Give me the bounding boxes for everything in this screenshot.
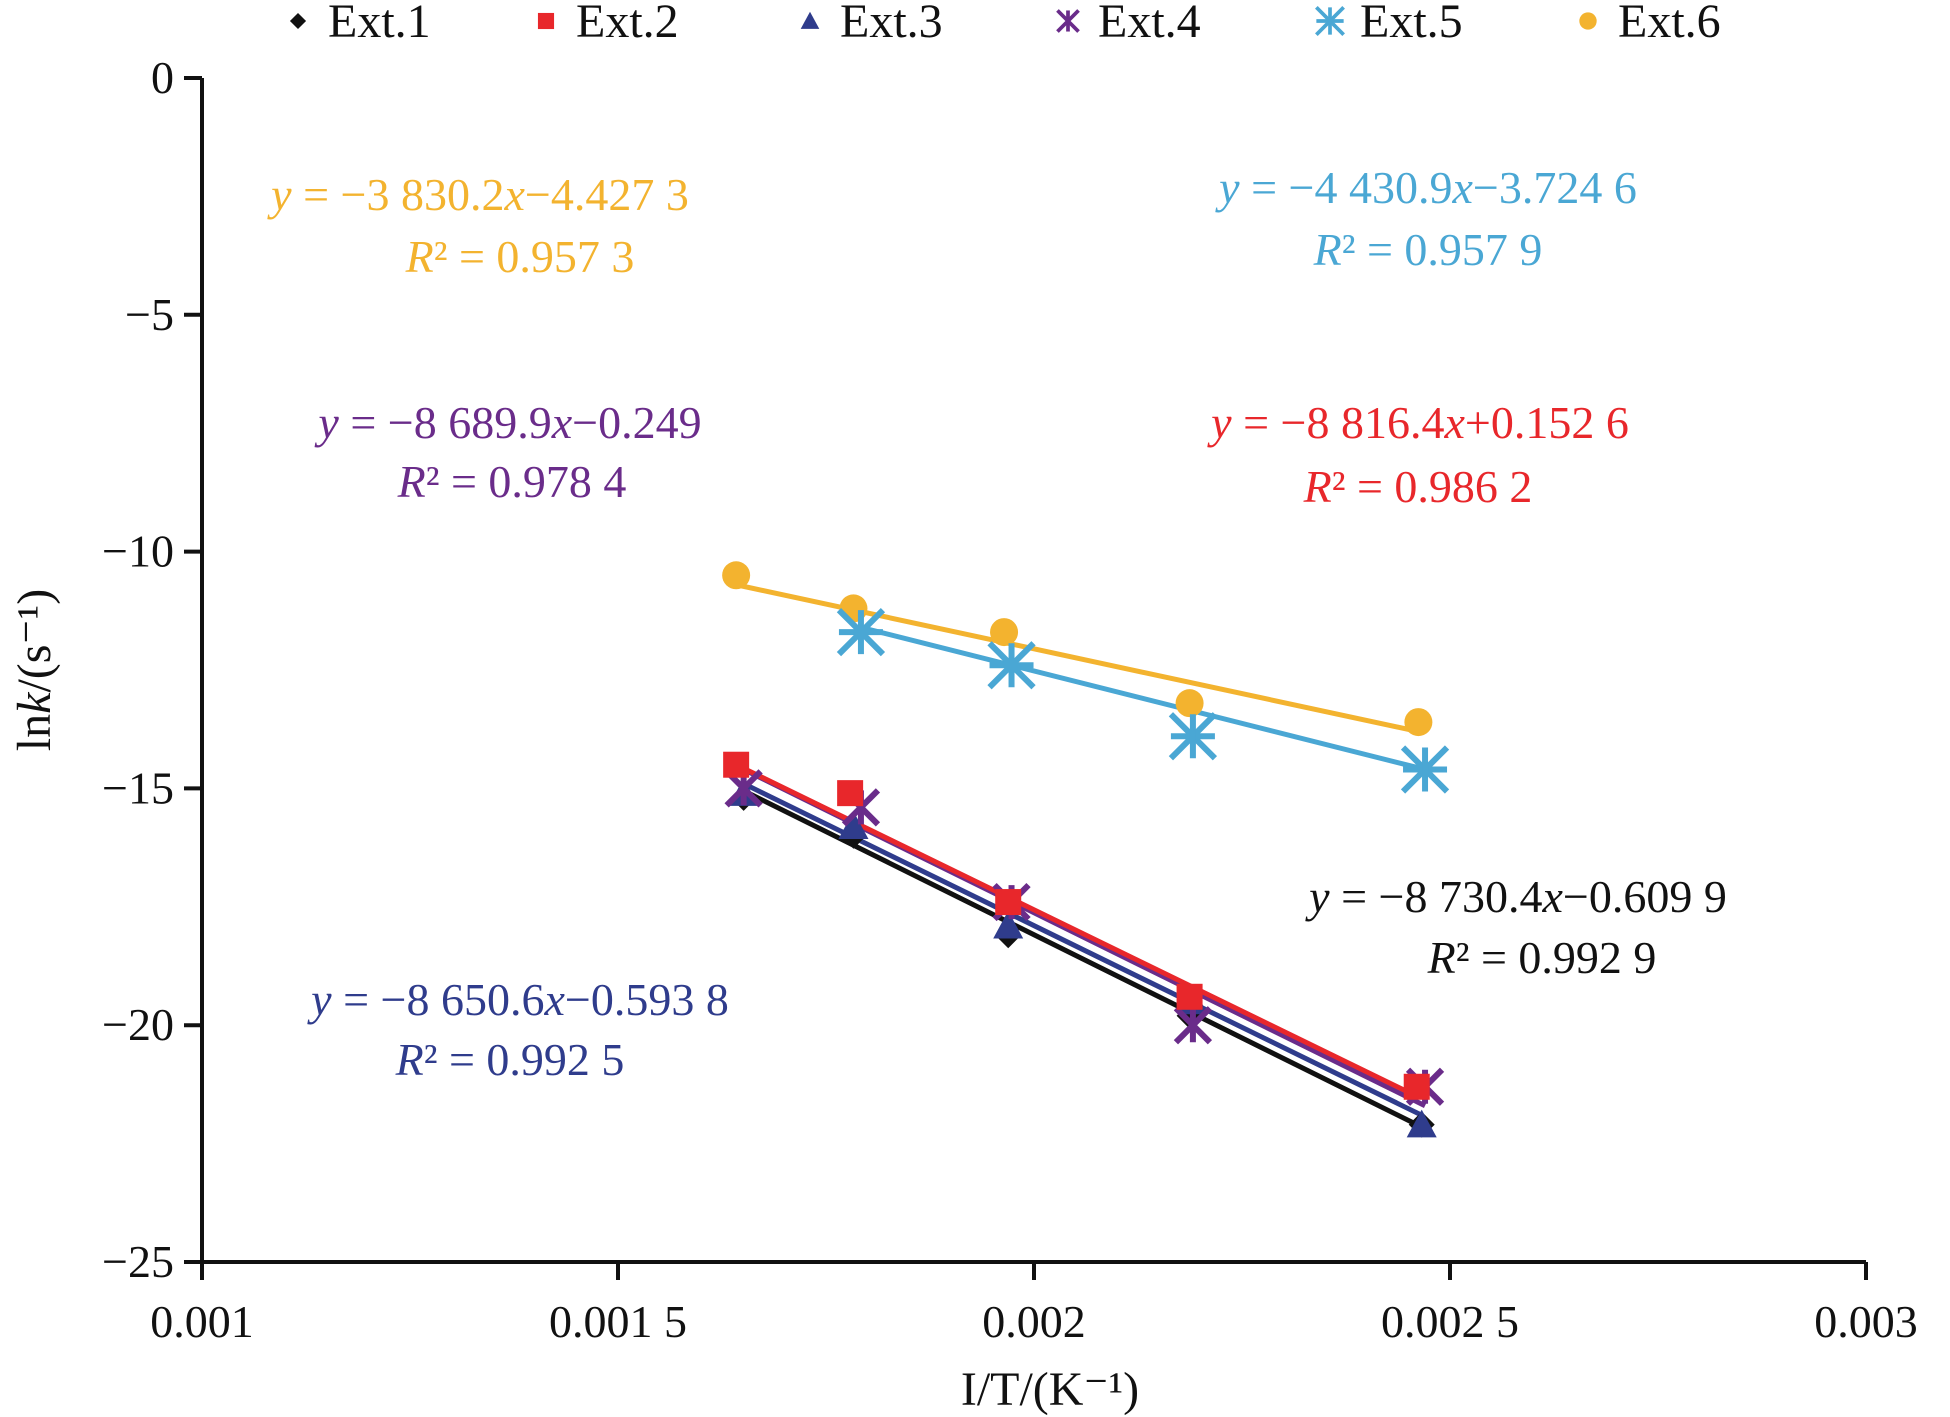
- legend-marker-ext1: [289, 12, 307, 30]
- r-squared-text: R² = 0.992 9: [1427, 932, 1657, 983]
- legend-marker-ext2: [537, 12, 555, 30]
- r-squared-text: R² = 0.957 3: [405, 231, 635, 282]
- x-tick-label: 0.002: [982, 1296, 1086, 1347]
- legend-label: Ext.3: [840, 0, 943, 48]
- data-point-ext6: [1404, 708, 1433, 737]
- data-point-ext6: [1175, 689, 1204, 718]
- legend-label: Ext.5: [1360, 0, 1463, 48]
- fit-line-ext2: [735, 762, 1418, 1099]
- y-tick-label: −10: [102, 526, 174, 577]
- x-tick-label: 0.001 5: [549, 1296, 687, 1347]
- y-tick-label: −5: [125, 289, 174, 340]
- legend-label: Ext.4: [1098, 0, 1201, 48]
- fit-equation-ext6: y = −3 830.2x−4.427 3 R² = 0.957 3: [267, 169, 689, 282]
- ticks: 0 −5 −10 −15 −20 −25 0.001 0.001 5 0.002 0.002 5 0…: [102, 52, 1918, 1347]
- data-point-ext2: [995, 889, 1022, 916]
- legend-item-ext6: Ext.6: [1579, 0, 1721, 48]
- fit-equation-ext5: y = −4 430.9x−3.724 6 R² = 0.957 9: [1215, 162, 1637, 275]
- legend-marker-ext3: [800, 11, 820, 29]
- legend: Ext.1 Ext.2 Ext.3 Ext.4 Ext.5 Ext.6: [289, 0, 1721, 48]
- legend-marker-ext4: [1056, 9, 1080, 33]
- r-squared-text: R² = 0.957 9: [1313, 224, 1543, 275]
- fit-equation-ext3: y = −8 650.6x−0.593 8 R² = 0.992 5: [307, 974, 729, 1085]
- y-tick-label: −15: [102, 762, 174, 813]
- legend-marker-ext5: [1315, 6, 1345, 36]
- data-point-ext3: [838, 811, 869, 840]
- legend-item-ext4: Ext.4: [1056, 0, 1201, 48]
- legend-label: Ext.1: [328, 0, 431, 48]
- y-axis-title: lnk/(s⁻¹): [8, 589, 61, 751]
- data-point-ext2: [837, 780, 864, 807]
- legend-label: Ext.2: [576, 0, 679, 48]
- x-tick-label: 0.001: [150, 1296, 254, 1347]
- equation-text: y = −8 689.9x−0.249: [314, 397, 701, 448]
- fit-equations: y = −3 830.2x−4.427 3 R² = 0.957 3 y = −4 …: [267, 162, 1727, 1085]
- equation-text: y = −8 816.4x+0.152 6: [1207, 397, 1629, 448]
- fit-line-ext6: [735, 582, 1419, 735]
- legend-item-ext1: Ext.1: [289, 0, 431, 48]
- equation-text: y = −8 730.4x−0.609 9: [1305, 871, 1727, 922]
- y-tick-label: 0: [151, 52, 174, 103]
- equation-text: y = −4 430.9x−3.724 6: [1215, 162, 1637, 213]
- data-point-ext6: [990, 618, 1019, 647]
- x-tick-label: 0.002 5: [1381, 1296, 1519, 1347]
- fit-line-ext1: [742, 788, 1423, 1130]
- fit-equation-ext1: y = −8 730.4x−0.609 9 R² = 0.992 9: [1305, 871, 1727, 983]
- data-point-ext6: [722, 561, 751, 590]
- data-point-ext5: [1400, 745, 1450, 794]
- fit-equation-ext2: y = −8 816.4x+0.152 6 R² = 0.986 2: [1207, 397, 1629, 512]
- legend-item-ext2: Ext.2: [537, 0, 679, 48]
- r-squared-text: R² = 0.978 4: [397, 456, 627, 507]
- data-point-ext5: [836, 607, 886, 657]
- data-point-ext2: [1403, 1073, 1430, 1100]
- r-squared-text: R² = 0.992 5: [395, 1034, 625, 1085]
- fit-lines: [735, 582, 1427, 1130]
- data-markers: [722, 561, 1450, 1138]
- y-tick-label: −25: [102, 1236, 174, 1287]
- data-point-ext5: [1168, 712, 1218, 761]
- legend-marker-ext6: [1579, 12, 1597, 30]
- equation-text: y = −3 830.2x−4.427 3: [267, 169, 689, 220]
- x-axis-title: I/T/(K⁻¹): [961, 1363, 1139, 1416]
- fit-equation-ext4: y = −8 689.9x−0.249 R² = 0.978 4: [314, 397, 701, 507]
- y-tick-label: −20: [102, 999, 174, 1050]
- r-squared-text: R² = 0.986 2: [1303, 461, 1533, 512]
- data-point-ext5: [987, 641, 1036, 690]
- data-point-ext3: [993, 910, 1024, 939]
- data-point-ext2: [723, 751, 750, 778]
- legend-item-ext5: Ext.5: [1315, 0, 1463, 48]
- legend-label: Ext.6: [1618, 0, 1721, 48]
- data-point-ext3: [1406, 1109, 1437, 1138]
- legend-item-ext3: Ext.3: [800, 0, 943, 48]
- fit-line-ext5: [860, 624, 1426, 772]
- x-tick-label: 0.003: [1814, 1296, 1918, 1347]
- data-point-ext4: [1173, 1006, 1213, 1045]
- data-point-ext2: [1176, 983, 1203, 1010]
- equation-text: y = −8 650.6x−0.593 8: [307, 974, 729, 1025]
